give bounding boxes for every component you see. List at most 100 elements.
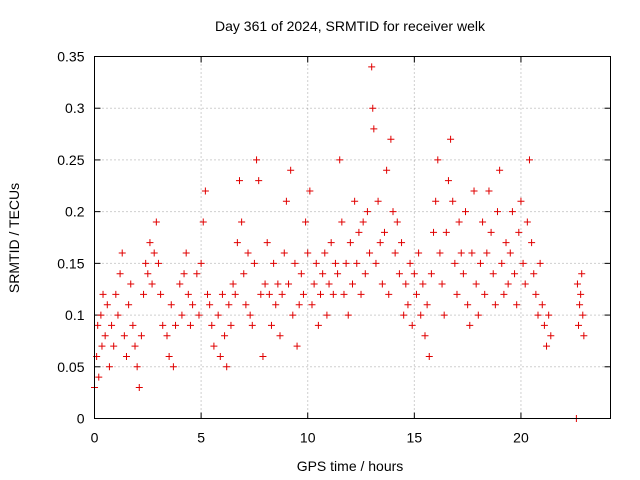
chart-title: Day 361 of 2024, SRMTID for receiver wel…	[215, 18, 486, 34]
data-point	[135, 383, 143, 391]
y-axis-label: SRMTID / TECUs	[6, 183, 22, 293]
data-point	[440, 311, 448, 319]
data-point	[118, 249, 126, 257]
data-point	[344, 311, 352, 319]
data-point	[459, 270, 467, 278]
data-point	[389, 208, 397, 216]
data-point	[538, 301, 546, 309]
data-point	[184, 290, 192, 298]
data-point	[393, 218, 401, 226]
data-point	[511, 270, 519, 278]
data-point	[378, 280, 386, 288]
data-point	[513, 301, 521, 309]
data-point	[410, 270, 418, 278]
data-point	[355, 228, 363, 236]
data-point	[498, 259, 506, 267]
data-point	[291, 259, 299, 267]
data-point	[240, 270, 248, 278]
data-point	[282, 197, 290, 205]
data-point	[479, 218, 487, 226]
data-point	[319, 270, 327, 278]
data-point	[430, 228, 438, 236]
data-point	[127, 280, 135, 288]
data-point	[419, 280, 427, 288]
data-point	[417, 311, 425, 319]
data-point	[453, 290, 461, 298]
data-point	[216, 352, 224, 360]
data-point	[210, 342, 218, 350]
data-point	[525, 156, 533, 164]
y-tick-label: 0.1	[65, 307, 85, 323]
data-point	[449, 197, 457, 205]
data-point	[573, 280, 581, 288]
data-point	[462, 208, 470, 216]
data-point	[374, 197, 382, 205]
data-point	[464, 301, 472, 309]
data-point	[148, 280, 156, 288]
data-point	[363, 208, 371, 216]
data-point	[372, 259, 380, 267]
data-point	[129, 321, 137, 329]
data-point	[197, 259, 205, 267]
data-point	[575, 321, 583, 329]
data-point	[140, 290, 148, 298]
y-tick-label: 0.3	[65, 100, 85, 116]
data-point	[438, 280, 446, 288]
data-point	[116, 270, 124, 278]
data-point	[229, 280, 237, 288]
x-tick-label: 5	[197, 430, 205, 446]
data-point	[468, 249, 476, 257]
data-point	[278, 290, 286, 298]
data-point	[466, 321, 474, 329]
data-point	[178, 311, 186, 319]
data-point	[159, 321, 167, 329]
y-tick-label: 0.25	[57, 152, 84, 168]
data-point	[500, 290, 508, 298]
data-point	[253, 156, 261, 164]
data-point	[534, 311, 542, 319]
data-point	[299, 290, 307, 298]
data-point	[391, 249, 399, 257]
data-point	[506, 249, 514, 257]
data-point	[412, 290, 420, 298]
data-point	[285, 280, 293, 288]
data-point	[186, 321, 194, 329]
data-point	[336, 156, 344, 164]
data-point	[406, 259, 414, 267]
data-point	[144, 270, 152, 278]
data-point	[470, 187, 478, 195]
data-point	[125, 301, 133, 309]
data-point	[182, 249, 190, 257]
data-point	[97, 311, 105, 319]
data-point	[327, 239, 335, 247]
data-point	[323, 311, 331, 319]
data-point	[395, 270, 403, 278]
data-point	[370, 125, 378, 133]
data-point	[195, 311, 203, 319]
grid-lines	[94, 56, 611, 419]
data-point	[306, 187, 314, 195]
data-point	[530, 270, 538, 278]
data-point	[346, 239, 354, 247]
data-point	[304, 249, 312, 257]
data-point	[380, 228, 388, 236]
data-point	[218, 290, 226, 298]
data-point	[515, 228, 523, 236]
data-point	[385, 290, 393, 298]
data-point	[444, 177, 452, 185]
data-point	[255, 177, 263, 185]
data-point	[404, 301, 412, 309]
data-point	[221, 332, 229, 340]
data-point	[474, 311, 482, 319]
data-point	[434, 156, 442, 164]
data-point	[233, 239, 241, 247]
data-point	[280, 249, 288, 257]
data-point	[267, 321, 275, 329]
data-point	[351, 197, 359, 205]
data-point	[481, 290, 489, 298]
data-point	[105, 363, 113, 371]
data-point	[545, 311, 553, 319]
data-point	[442, 228, 450, 236]
data-point	[142, 259, 150, 267]
data-point	[112, 290, 120, 298]
